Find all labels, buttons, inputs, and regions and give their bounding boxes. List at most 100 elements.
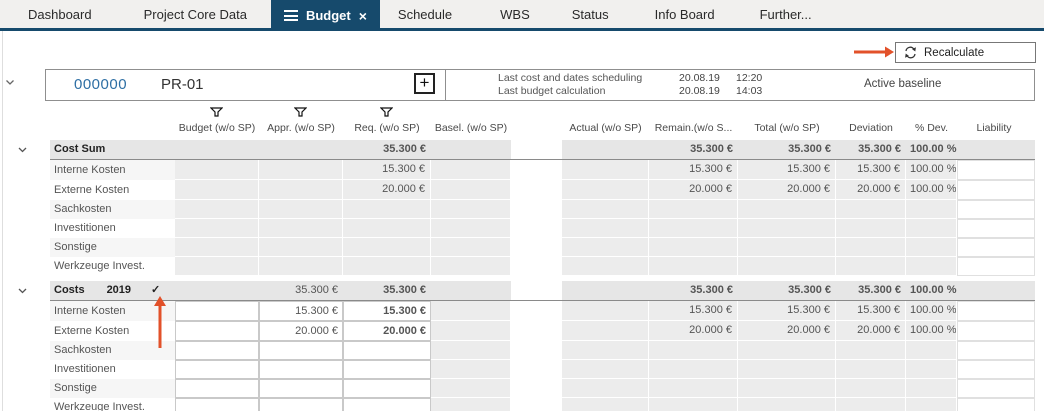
project-header-panel: 000000 PR-01 + Last cost and dates sched… <box>45 69 1035 101</box>
table-row: Interne Kosten 15.300 € 15.300 € 15.300 … <box>14 301 1035 321</box>
table-row: Interne Kosten 15.300 € 15.300 € 15.300 … <box>14 160 1035 180</box>
col-header-liability: Liability <box>976 122 1012 134</box>
cell-budget <box>175 180 259 200</box>
cell-liability[interactable] <box>957 398 1035 411</box>
group-year: 2019 <box>106 284 132 296</box>
baseline-status: Active baseline <box>864 78 942 90</box>
last-budget-date: 20.08.19 <box>679 85 720 97</box>
cell-budget[interactable] <box>175 321 259 341</box>
add-button[interactable]: + <box>414 73 435 94</box>
cell-req[interactable]: 15.300 € <box>343 301 431 321</box>
cell-remain: 15.300 € <box>649 160 738 180</box>
cell-req[interactable]: 20.000 € <box>343 321 431 341</box>
last-cost-scheduling-label: Last cost and dates scheduling <box>498 72 643 84</box>
tab-budget-label: Budget <box>305 8 351 23</box>
cell-liability[interactable] <box>957 341 1035 360</box>
checkmark-icon[interactable]: ✓ <box>151 284 161 296</box>
table-row: Sachkosten <box>14 341 1035 360</box>
cell-liability[interactable] <box>957 200 1035 219</box>
recalculate-button[interactable]: Recalculate <box>895 42 1036 63</box>
table-row: Werkzeuge Invest. <box>14 398 1035 411</box>
tab-info-board[interactable]: Info Board <box>654 6 715 22</box>
tab-further[interactable]: Further... <box>759 6 812 22</box>
project-collapse-chevron-icon[interactable] <box>5 79 15 86</box>
cell-actual <box>562 301 649 321</box>
row-label: Sonstige <box>50 238 175 257</box>
cell-appr[interactable]: 15.300 € <box>259 301 343 321</box>
cell-total: 15.300 € <box>738 160 836 180</box>
cell-appr <box>259 140 343 160</box>
refresh-icon <box>905 46 916 59</box>
row-label: Sachkosten <box>50 341 175 360</box>
cell-appr[interactable]: 20.000 € <box>259 321 343 341</box>
cell-liability[interactable] <box>957 257 1035 276</box>
cell-actual <box>562 160 649 180</box>
filter-icon-budget[interactable] <box>210 107 223 117</box>
hamburger-icon[interactable] <box>283 8 298 24</box>
group-label[interactable]: Cost Sum <box>50 140 175 160</box>
cell-total: 35.300 € <box>738 281 836 301</box>
cell-basel <box>431 160 511 180</box>
table-row: Externe Kosten 20.000 € 20.000 € 20.000 … <box>14 321 1035 341</box>
cell-basel <box>431 180 511 200</box>
cell-basel <box>431 321 511 341</box>
row-label: Sachkosten <box>50 200 175 219</box>
group-label[interactable]: Costs 2019 ✓ <box>50 281 175 301</box>
last-budget-calculation-label: Last budget calculation <box>498 85 606 97</box>
cell-deviation: 15.300 € <box>836 301 906 321</box>
filter-icon-req[interactable] <box>380 107 393 117</box>
tab-wbs[interactable]: WBS <box>500 6 530 22</box>
cell-actual <box>562 140 649 160</box>
cell-total: 15.300 € <box>738 301 836 321</box>
cell-actual <box>562 281 649 301</box>
project-id[interactable]: 000000 <box>74 76 128 93</box>
cell-budget <box>175 140 259 160</box>
tab-project-core-data[interactable]: Project Core Data <box>143 6 247 22</box>
row-label: Investitionen <box>54 363 116 375</box>
last-cost-time: 12:20 <box>736 72 763 84</box>
cell-liability[interactable] <box>957 219 1035 238</box>
panel-divider <box>445 70 446 100</box>
col-header-actual: Actual (w/o SP) <box>569 122 642 134</box>
row-label: Werkzeuge Invest. <box>54 401 145 411</box>
cell-liability[interactable] <box>957 238 1035 257</box>
col-header-basel: Basel. (w/o SP) <box>434 122 508 134</box>
cell-basel <box>431 140 511 160</box>
cell-liability[interactable] <box>957 160 1035 180</box>
cell-remain: 20.000 € <box>649 180 738 200</box>
cell-budget[interactable] <box>175 301 259 321</box>
cell-req: 20.000 € <box>343 180 431 200</box>
cell-actual <box>562 180 649 200</box>
tab-budget[interactable]: Budget × <box>270 0 380 31</box>
cell-liability <box>957 281 1035 301</box>
table-row: Sonstige <box>14 379 1035 398</box>
cell-liability[interactable] <box>957 360 1035 379</box>
row-label: Interne Kosten <box>50 160 175 180</box>
cell-liability[interactable] <box>957 379 1035 398</box>
cell-req: 35.300 € <box>343 281 431 301</box>
cell-liability[interactable] <box>957 180 1035 200</box>
group-header-row-cost-sum: Cost Sum 35.300 € 35.300 € 35.300 € 35.3… <box>14 140 1035 160</box>
cell-liability <box>957 140 1035 160</box>
cell-remain: 35.300 € <box>649 281 738 301</box>
cell-remain: 20.000 € <box>649 321 738 341</box>
cell-pdev: 100.00 % <box>906 160 957 180</box>
close-icon[interactable]: × <box>358 7 367 24</box>
cell-liability[interactable] <box>957 301 1035 321</box>
tab-schedule[interactable]: Schedule <box>397 6 453 22</box>
col-header-total: Total (w/o SP) <box>754 122 820 134</box>
table-row: Investitionen <box>14 360 1035 379</box>
cell-pdev: 100.00 % <box>906 301 957 321</box>
row-label: Werkzeuge Invest. <box>54 260 145 272</box>
group-collapse-chevron-icon[interactable] <box>14 140 50 160</box>
cell-budget <box>175 281 259 301</box>
cell-liability[interactable] <box>957 321 1035 341</box>
cell-deviation: 20.000 € <box>836 321 906 341</box>
group-collapse-chevron-icon[interactable] <box>14 281 50 301</box>
tab-status[interactable]: Status <box>571 6 609 22</box>
cell-actual <box>562 321 649 341</box>
col-header-req: Req. (w/o SP) <box>354 122 420 134</box>
tab-dashboard[interactable]: Dashboard <box>28 6 92 22</box>
filter-icon-appr[interactable] <box>294 107 307 117</box>
